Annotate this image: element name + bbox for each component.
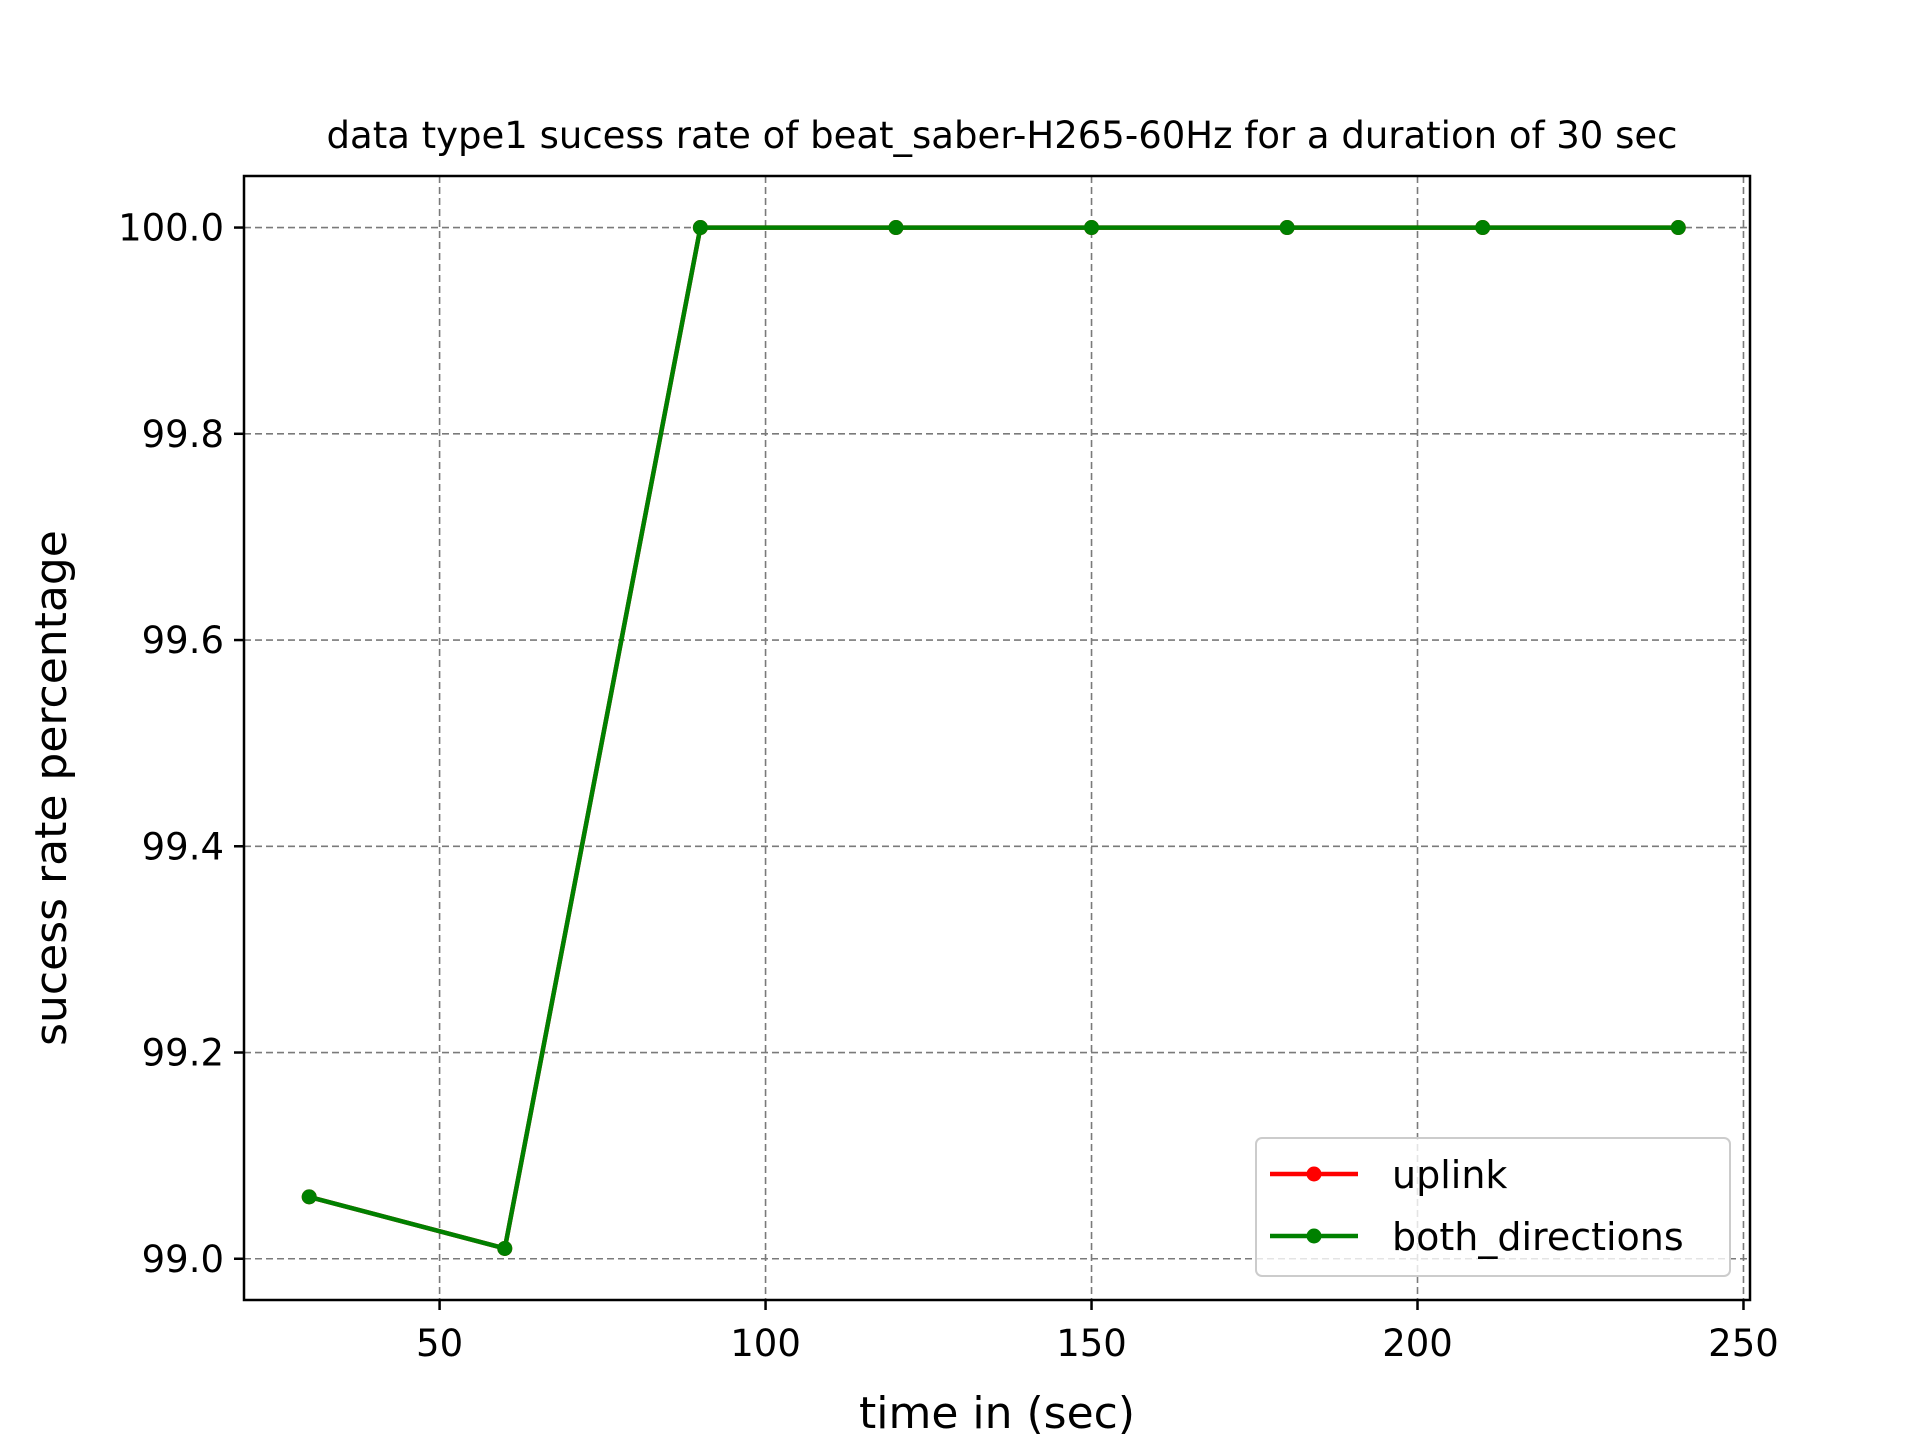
y-axis-ticks: 99.0 99.2 99.4 99.6 99.8 100.0 [118,207,244,1281]
data-point [1084,220,1100,236]
data-point [888,220,904,236]
series-layer [301,220,1686,1256]
chart-title: data type1 sucess rate of beat_saber-H26… [327,114,1678,157]
series-both_directions [301,220,1686,1256]
data-point [1475,220,1491,236]
x-tick-label: 250 [1708,1322,1779,1365]
y-tick-label: 100.0 [118,207,224,250]
x-tick-label: 100 [730,1322,801,1365]
y-tick-label: 99.4 [142,825,224,868]
y-tick-label: 99.8 [142,413,224,456]
y-tick-label: 99.6 [142,619,224,662]
legend-marker [1306,1228,1322,1244]
x-tick-label: 50 [416,1322,463,1365]
legend-label: uplink [1392,1153,1507,1197]
legend: uplink both_directions [1255,1137,1731,1277]
x-tick-label: 150 [1056,1322,1127,1365]
data-point [301,1189,317,1205]
legend-entry: uplink [1270,1153,1507,1197]
data-point [1279,220,1295,236]
x-axis-label: time in (sec) [859,1388,1135,1439]
legend-box [1255,1137,1731,1277]
data-point [497,1240,513,1256]
plot-frame [242,174,1752,1302]
y-axis-label: sucess rate percentage [26,530,77,1046]
legend-marker [1306,1166,1322,1182]
data-point [692,220,708,236]
y-tick-label: 99.0 [142,1238,224,1281]
legend-entry: both_directions [1270,1215,1684,1259]
y-tick-label: 99.2 [142,1032,224,1075]
legend-label: both_directions [1392,1215,1684,1259]
x-axis-ticks: 50 100 150 200 250 [416,1300,1779,1365]
data-point [1670,220,1686,236]
x-tick-label: 200 [1382,1322,1453,1365]
legend-items: uplink both_directions [1270,1153,1684,1259]
series-line [308,225,1679,1251]
